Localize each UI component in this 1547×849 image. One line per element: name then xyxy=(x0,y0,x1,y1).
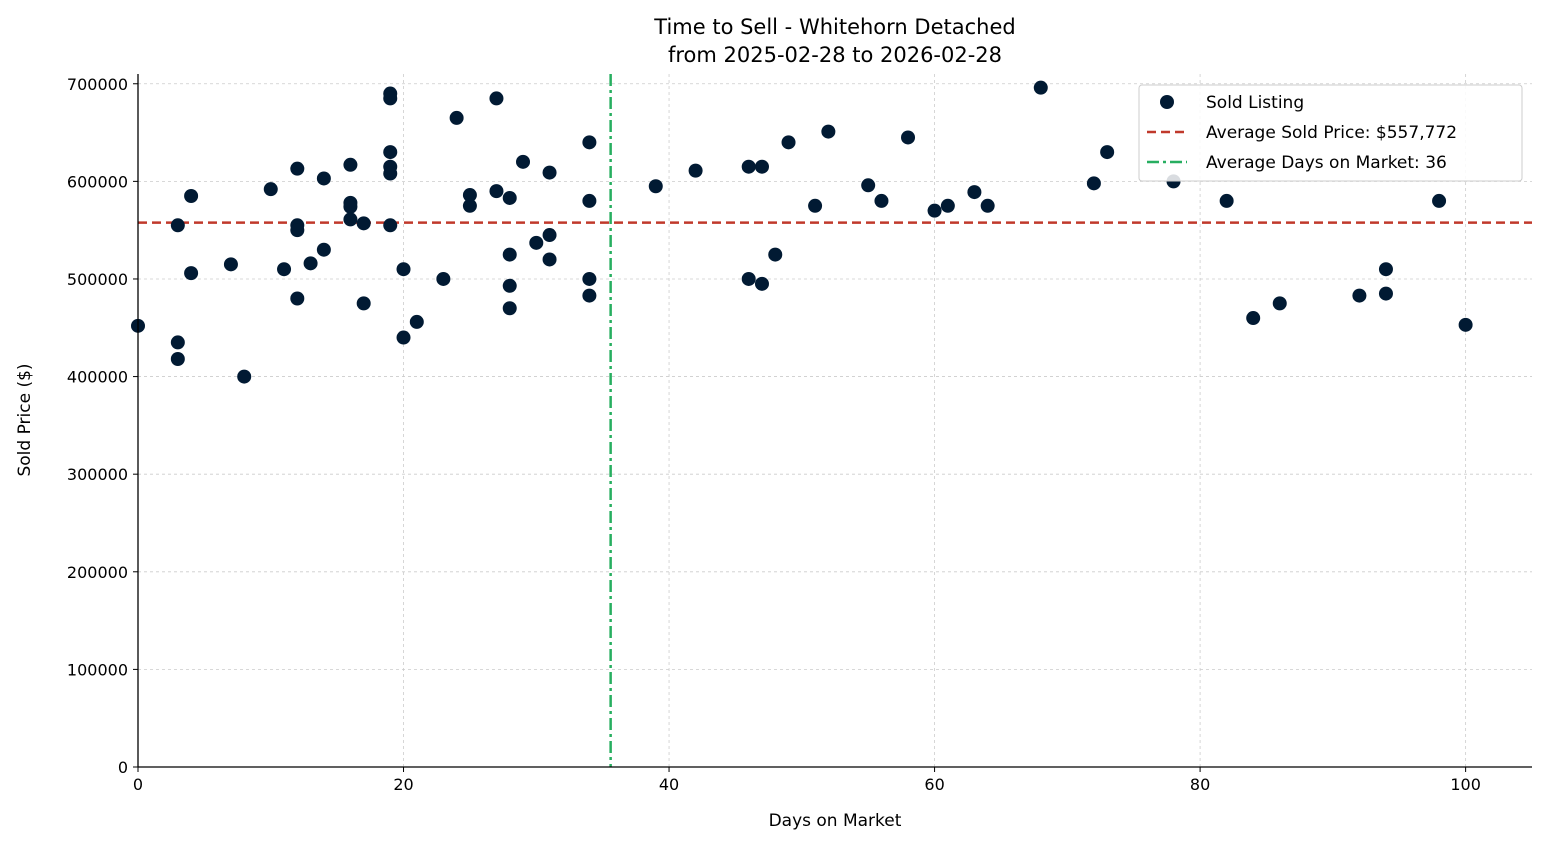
data-point xyxy=(582,135,597,150)
x-tick-label: 60 xyxy=(924,775,944,794)
data-point xyxy=(808,198,823,213)
data-point xyxy=(409,314,424,329)
x-tick-label: 80 xyxy=(1190,775,1210,794)
chart-title: Time to Sell - Whitehorn Detached xyxy=(653,15,1015,39)
data-point xyxy=(290,161,305,176)
data-point xyxy=(516,154,531,169)
data-point xyxy=(542,228,557,243)
data-point xyxy=(356,216,371,231)
x-tick-label: 100 xyxy=(1450,775,1481,794)
data-point xyxy=(980,198,995,213)
data-point xyxy=(1432,193,1447,208)
legend-label-avg-days: Average Days on Market: 36 xyxy=(1206,153,1447,173)
x-tick-label: 40 xyxy=(659,775,679,794)
data-point xyxy=(1033,80,1048,95)
legend-label-sold: Sold Listing xyxy=(1206,93,1304,113)
data-point xyxy=(343,157,358,172)
data-point xyxy=(263,182,278,197)
data-point xyxy=(396,330,411,345)
chart-subtitle: from 2025-02-28 to 2026-02-28 xyxy=(668,43,1002,67)
data-point xyxy=(861,178,876,193)
legend: Sold Listing Average Sold Price: $557,77… xyxy=(1138,84,1523,182)
data-point xyxy=(1246,311,1261,326)
data-point xyxy=(502,190,517,205)
data-point xyxy=(170,335,185,350)
data-point xyxy=(1272,296,1287,311)
data-point xyxy=(383,166,398,181)
data-point xyxy=(502,247,517,262)
data-point xyxy=(754,159,769,174)
data-point xyxy=(170,218,185,233)
data-point xyxy=(741,271,756,286)
data-point xyxy=(542,165,557,180)
y-tick-label: 400000 xyxy=(67,368,128,387)
data-point xyxy=(237,369,252,384)
data-point xyxy=(184,266,199,281)
data-point xyxy=(781,135,796,150)
x-tick-label: 20 xyxy=(393,775,413,794)
y-axis-label: Sold Price ($) xyxy=(15,363,35,476)
data-point xyxy=(383,91,398,106)
data-point xyxy=(383,218,398,233)
y-tick-label: 100000 xyxy=(67,660,128,679)
data-point xyxy=(343,212,358,227)
data-point xyxy=(1378,286,1393,301)
data-point xyxy=(648,179,663,194)
data-point xyxy=(489,91,504,106)
data-point xyxy=(343,199,358,214)
data-point xyxy=(449,110,464,125)
data-point xyxy=(436,271,451,286)
legend-marker-sold xyxy=(1160,95,1174,109)
y-tick-label: 700000 xyxy=(67,75,128,94)
data-point xyxy=(290,291,305,306)
data-point xyxy=(502,301,517,316)
data-point xyxy=(1219,193,1234,208)
data-point xyxy=(303,256,318,271)
x-axis-label: Days on Market xyxy=(769,811,902,831)
data-point xyxy=(582,193,597,208)
data-point xyxy=(582,288,597,303)
x-tick-label: 0 xyxy=(133,775,143,794)
data-point xyxy=(940,198,955,213)
data-point xyxy=(1378,262,1393,277)
data-point xyxy=(290,223,305,238)
y-tick-label: 500000 xyxy=(67,270,128,289)
data-point xyxy=(170,352,185,367)
data-point xyxy=(754,276,769,291)
data-point xyxy=(582,271,597,286)
data-point xyxy=(383,145,398,160)
legend-label-avg-price: Average Sold Price: $557,772 xyxy=(1206,123,1457,143)
data-point xyxy=(489,184,504,199)
data-point xyxy=(1458,317,1473,332)
data-point xyxy=(874,193,889,208)
data-point xyxy=(316,171,331,186)
data-point xyxy=(1100,145,1115,160)
y-tick-label: 0 xyxy=(118,758,128,777)
y-tick-label: 300000 xyxy=(67,465,128,484)
data-point xyxy=(967,185,982,200)
data-point xyxy=(542,252,557,267)
data-point xyxy=(462,198,477,213)
data-point xyxy=(316,242,331,257)
data-point xyxy=(768,247,783,262)
data-point xyxy=(462,188,477,203)
data-point xyxy=(901,130,916,145)
data-point xyxy=(356,296,371,311)
data-point xyxy=(529,235,544,250)
data-point xyxy=(184,189,199,204)
data-point xyxy=(821,124,836,139)
y-tick-label: 600000 xyxy=(67,172,128,191)
data-point xyxy=(502,278,517,293)
data-point xyxy=(277,262,292,277)
data-point xyxy=(741,159,756,174)
data-point xyxy=(927,203,942,218)
data-point xyxy=(1352,288,1367,303)
y-tick-label: 200000 xyxy=(67,563,128,582)
data-point xyxy=(223,257,238,272)
data-point xyxy=(1086,176,1101,191)
data-point xyxy=(396,262,411,277)
data-point xyxy=(688,163,703,178)
